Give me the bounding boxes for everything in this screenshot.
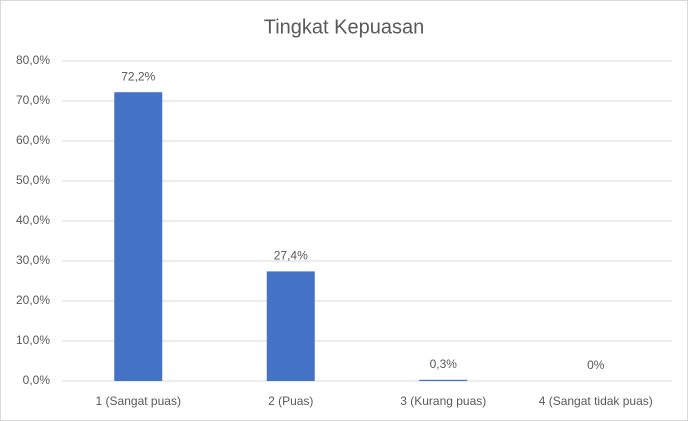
x-tick-label: 4 (Sangat tidak puas) (539, 394, 653, 408)
y-tick-label: 30,0% (16, 253, 50, 267)
x-tick-label: 2 (Puas) (268, 394, 313, 408)
bar (266, 271, 315, 381)
y-tick-label: 0,0% (23, 373, 51, 387)
data-label: 72,2% (121, 69, 155, 83)
data-label: 0% (587, 358, 605, 372)
x-tick-label: 3 (Kurang puas) (400, 394, 486, 408)
data-label: 0,3% (430, 357, 458, 371)
bar (419, 379, 468, 381)
y-tick-label: 40,0% (16, 213, 50, 227)
x-tick-label: 1 (Sangat puas) (96, 394, 181, 408)
y-tick-label: 10,0% (16, 333, 50, 347)
y-tick-label: 70,0% (16, 93, 50, 107)
y-tick-label: 80,0% (16, 53, 50, 67)
bar (114, 92, 163, 381)
y-tick-label: 60,0% (16, 133, 50, 147)
chart-title: Tingkat Kepuasan (264, 16, 424, 38)
data-label: 27,4% (274, 249, 308, 263)
y-tick-label: 50,0% (16, 173, 50, 187)
y-tick-label: 20,0% (16, 293, 50, 307)
